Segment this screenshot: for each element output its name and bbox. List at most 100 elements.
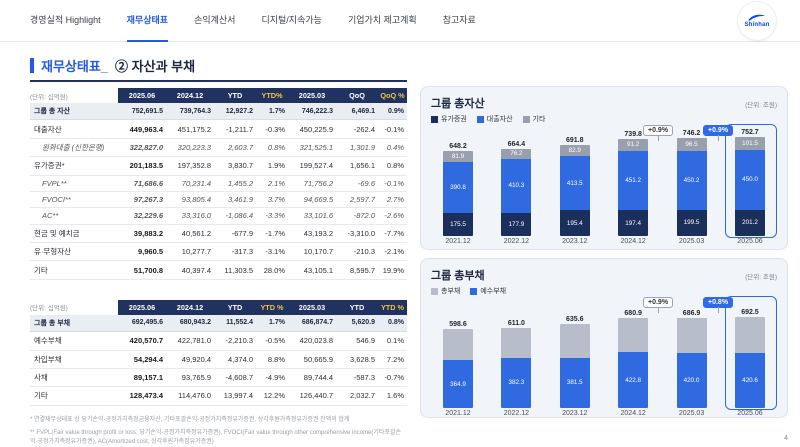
column-header: YTD % xyxy=(256,299,288,315)
shinhan-bird-icon xyxy=(748,14,766,21)
bar-total-label: 680.9 xyxy=(624,310,642,318)
legend-label: 총부채 xyxy=(441,288,461,295)
nav-tab-balance-sheet[interactable]: 재무상태표 xyxy=(126,0,169,42)
cell-value: 686,874.7 xyxy=(288,314,336,333)
column-header: YTD xyxy=(336,299,378,315)
assets-latest-bar-highlight xyxy=(725,124,777,238)
cell-value: -317.3 xyxy=(214,242,256,262)
cell-value: -4,608.7 xyxy=(214,368,256,388)
row-label: 유·무형자산 xyxy=(30,242,118,262)
assets-chart-title: 그룹 총자산 xyxy=(431,98,485,110)
bar-segment: 413.5 xyxy=(559,155,590,211)
bar-segment: 451.2 xyxy=(618,150,649,210)
legend-item: 총부채 xyxy=(431,286,460,296)
bar-segment: 364.9 xyxy=(443,360,473,408)
cell-value: 40,561.2 xyxy=(166,224,214,244)
cell-value: -587.3 xyxy=(336,368,378,388)
cell-value: 3,830.7 xyxy=(214,156,256,176)
column-header: 2024.12 xyxy=(166,299,214,315)
cell-value: 0.8% xyxy=(378,314,407,333)
category-label: 2023.12 xyxy=(562,238,588,245)
cell-value: -0.3% xyxy=(256,119,288,139)
nav-tab-digital-esg[interactable]: 디지털/지속가능 xyxy=(261,15,322,25)
cell-value: 1,455.2 xyxy=(214,175,256,192)
bar-segment xyxy=(618,318,649,353)
cell-value: 93,805.4 xyxy=(166,191,214,209)
cell-value: 449,963.4 xyxy=(118,119,166,139)
bar-total-label: 664.4 xyxy=(507,140,526,148)
bar-column: 691.8 195.4 413.5 82.9 xyxy=(552,137,598,236)
bar-column: 686.9 420.0 xyxy=(669,310,715,408)
bar-segment: 96.5 xyxy=(676,137,707,151)
cell-value: 2,603.7 xyxy=(214,138,256,158)
column-header: YTD % xyxy=(378,299,407,315)
assets-chart-header: 그룹 총자산 (단위: 조원) xyxy=(431,95,777,111)
table-row: 현금 및 예치금 39,883.2 40,561.2 -677.9 -1.7% 43,19… xyxy=(30,224,407,244)
nav-tab-value-up-plan[interactable]: 기업가치 제고계획 xyxy=(347,15,417,25)
liab-qoq-annotation-prev: +0.9% xyxy=(643,297,674,313)
bar-segment: 382.3 xyxy=(501,357,532,408)
bar-column: 739.8 197.4 451.2 91.2 xyxy=(610,131,656,236)
cell-value: 197,352.8 xyxy=(166,156,214,176)
row-label: 대출자산 xyxy=(30,119,118,139)
cell-value: 680,943.2 xyxy=(166,314,214,333)
legend-label: 대출자산 xyxy=(486,116,513,123)
table-row: 기타 51,700.8 40,397.4 11,303.5 28.0% 43,105.1 8… xyxy=(30,260,407,280)
row-label: 기타 xyxy=(30,260,118,280)
footnote-1: * 연결재무상태표 상 당기손익-공정가치측정금융자산, 기타포괄손익-공정가치… xyxy=(30,416,350,423)
cell-value: 43,193.2 xyxy=(288,224,336,244)
nav-tab-income-statement[interactable]: 손익계산서 xyxy=(194,15,236,25)
cell-value: 13,997.4 xyxy=(214,386,256,406)
cell-value: 420,023.8 xyxy=(288,331,336,351)
table-row: 유가증권* 201,183.5 197,352.8 3,830.7 1.9% 199,52… xyxy=(30,156,407,176)
logo-text: Shinhan xyxy=(744,22,770,28)
cell-value: -0.5% xyxy=(256,331,288,351)
bar-total-label: 746.2 xyxy=(682,129,701,137)
row-label: FVOCI** xyxy=(30,191,118,209)
cell-value: -2.6% xyxy=(378,207,407,225)
stacked-bar: 199.5 450.2 96.5 xyxy=(676,137,707,236)
table-unit-label: (단위: 십억원) xyxy=(30,88,118,103)
category-label: 2025.03 xyxy=(678,410,705,417)
cell-value: -0.7% xyxy=(378,368,407,388)
legend-item: 유가증권 xyxy=(431,114,467,124)
nav-tab-reference[interactable]: 참고자료 xyxy=(442,15,476,25)
stacked-bar: 422.8 xyxy=(618,318,649,408)
bar-segment: 199.5 xyxy=(676,209,707,236)
cell-value: 50,665.9 xyxy=(288,350,336,369)
bar-column: 648.2 175.5 390.8 81.9 xyxy=(435,143,481,236)
stacked-bar: 420.6 xyxy=(734,316,765,408)
bar-total-label: 692.5 xyxy=(741,308,759,316)
category-label: 2024.12 xyxy=(620,238,646,245)
cell-value: 4,374.0 xyxy=(214,350,256,369)
stacked-bar: 177.9 410.3 76.2 xyxy=(501,148,532,236)
column-header: YTD xyxy=(214,88,256,103)
category-label: 2021.12 xyxy=(445,238,471,245)
column-header: YTD% xyxy=(256,88,288,103)
page-title: 재무상태표_ ② 자산과 부채 xyxy=(30,56,195,75)
cell-value: 39,883.2 xyxy=(118,224,166,244)
table-row: 사채 89,157.1 93,765.9 -4,608.7 -4.9% 89,744.4-… xyxy=(30,368,407,388)
nav-tab-highlight[interactable]: 경영실적 Highlight xyxy=(30,15,101,25)
cell-value: 12.2% xyxy=(256,386,288,406)
bar-column: 680.9 422.8 xyxy=(610,310,656,408)
cell-value: 40,397.4 xyxy=(166,260,214,280)
cell-value: 322,827.0 xyxy=(118,138,166,158)
cell-value: 2,032.7 xyxy=(336,386,378,406)
table-unit-label: (단위: 십억원) xyxy=(30,299,118,315)
cell-value: 10,170.7 xyxy=(288,242,336,262)
row-label: 예수부채 xyxy=(30,331,118,351)
liabilities-chart-legend: 총부채 예수부채 xyxy=(431,286,777,296)
cell-value: 71,686.6 xyxy=(118,175,166,192)
legend-item: 대출자산 xyxy=(476,114,513,124)
table-row: 그룹 총 자산 752,691.5 739,764.3 12,927.2 1.7% 746… xyxy=(30,103,407,121)
bar-column: 635.6 381.5 xyxy=(552,316,598,408)
liabilities-chart-unit: (단위: 조원) xyxy=(745,274,777,281)
table-header-row: (단위: 십억원) 2025.06 2024.12 YTD YTD% 2025.03 QoQ… xyxy=(30,88,407,103)
cell-value: -677.9 xyxy=(214,224,256,244)
cell-value: 2.1% xyxy=(256,175,288,192)
bar-total-label: 691.8 xyxy=(566,137,584,145)
liab-qoq-annotation-latest: +0.8% xyxy=(703,297,734,313)
bar-segment: 82.9 xyxy=(559,145,590,156)
